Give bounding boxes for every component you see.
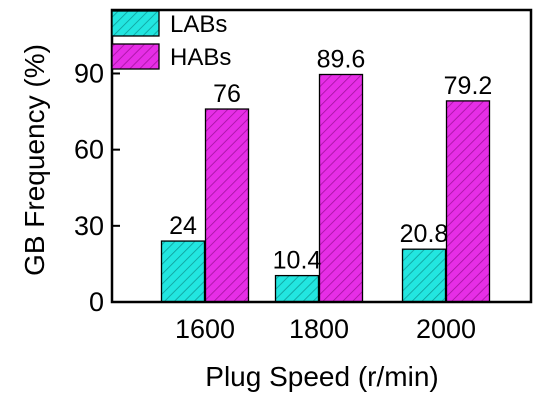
legend-swatch-habs: [111, 43, 160, 70]
plot-frame: [110, 8, 533, 304]
data-label-habs-2000: 79.2: [444, 72, 493, 100]
y-tick-label: 0: [89, 287, 104, 317]
data-label-labs-1800: 10.4: [273, 247, 322, 275]
bars-layer: [160, 73, 491, 303]
bar-habs-2000: [445, 100, 491, 303]
x-axis: 1600 1800 2000: [175, 294, 476, 344]
bar-habs-1600: [204, 108, 250, 303]
y-axis: 0 30 60 90: [74, 58, 120, 317]
x-axis-title: Plug Speed (r/min): [205, 361, 438, 392]
bar-labs-1600: [160, 240, 206, 303]
bar-habs-1800: [318, 73, 364, 303]
x-tick-label: 1600: [175, 314, 235, 344]
legend-label-habs: HABs: [170, 44, 231, 71]
y-tick-label: 60: [74, 135, 104, 165]
data-labels-layer: 24 10.4 20.8 76 89.6 79.2: [169, 45, 492, 274]
data-label-labs-2000: 20.8: [400, 220, 449, 248]
x-tick-label: 2000: [416, 314, 476, 344]
data-label-labs-1600: 24: [169, 212, 197, 240]
y-tick-label: 30: [74, 211, 104, 241]
legend-swatch-labs: [111, 10, 160, 37]
y-tick-label: 90: [74, 58, 104, 88]
data-label-habs-1800: 89.6: [317, 45, 366, 73]
legend-label-labs: LABs: [170, 11, 227, 38]
y-axis-title: GB Frequency (%): [19, 44, 50, 276]
bar-labs-1800: [274, 274, 320, 303]
bar-labs-2000: [401, 248, 447, 303]
data-label-habs-1600: 76: [213, 80, 241, 108]
x-tick-label: 1800: [289, 314, 349, 344]
legend: LABs HABs: [111, 10, 231, 71]
